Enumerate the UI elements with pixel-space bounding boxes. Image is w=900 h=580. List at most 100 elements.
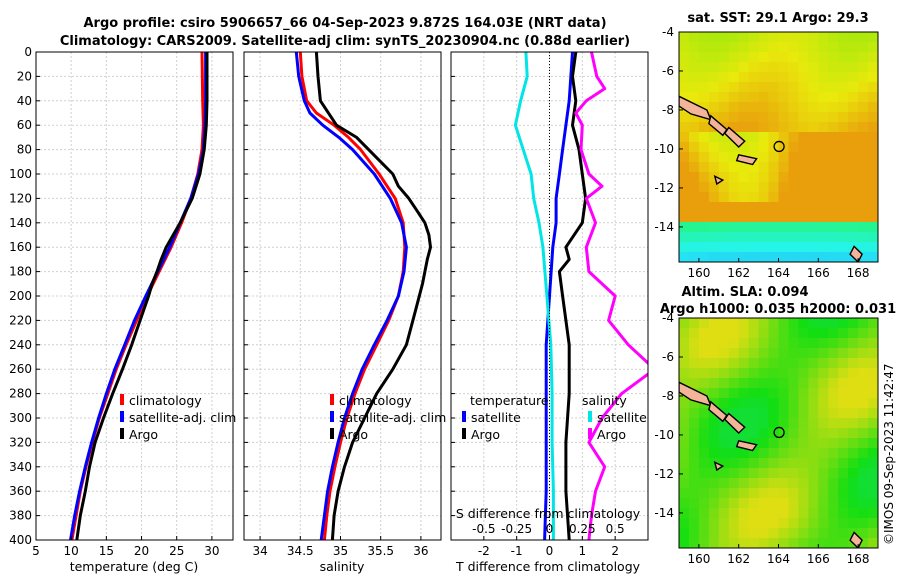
legend-title-temperature: temperature — [470, 393, 549, 408]
legend-label-argo: Argo — [339, 427, 368, 442]
map-cell — [838, 142, 849, 153]
map-cell — [868, 518, 878, 529]
map-cell — [868, 378, 878, 389]
map-cell — [868, 232, 878, 243]
map-cell — [808, 378, 819, 389]
map-y-tick-label: -14 — [654, 506, 674, 520]
map-cell — [718, 112, 730, 123]
map-cell — [689, 538, 700, 548]
map-cell — [698, 152, 710, 163]
map-cell — [858, 398, 869, 409]
map-cell — [808, 182, 819, 193]
map-cell — [689, 458, 700, 469]
map-cell — [738, 102, 750, 113]
map-cell — [708, 348, 720, 359]
x-tick-label: -1 — [511, 544, 523, 558]
map-cell — [698, 538, 710, 548]
map-cell — [848, 318, 859, 329]
map-cell — [808, 468, 819, 479]
map-cell — [808, 122, 819, 133]
map-cell — [798, 488, 809, 499]
map-cell — [738, 448, 750, 459]
map-cell — [778, 328, 789, 339]
map-cell — [858, 192, 869, 203]
map-cell — [768, 358, 779, 369]
map-cell — [758, 318, 770, 329]
map-cell — [858, 378, 869, 389]
map-cell — [718, 82, 730, 93]
map-cell — [868, 42, 878, 53]
map-cell — [798, 102, 809, 113]
map-y-tick-label: -12 — [654, 467, 674, 481]
map-cell — [748, 252, 760, 262]
map-cell — [738, 358, 750, 369]
map-cell — [828, 428, 839, 439]
map-cell — [838, 348, 849, 359]
map-cell — [838, 418, 849, 429]
map-cell — [838, 122, 849, 133]
map-cell — [728, 242, 740, 253]
map-cell — [818, 358, 829, 369]
map-cell — [868, 438, 878, 449]
map-cell — [718, 162, 730, 173]
map-y-tick-label: -6 — [662, 350, 674, 364]
map-cell — [758, 348, 770, 359]
map-cell — [758, 328, 770, 339]
map-cell — [758, 242, 770, 253]
map-cell — [818, 398, 829, 409]
map-cell — [808, 398, 819, 409]
map-cell — [698, 182, 710, 193]
map-cell — [738, 378, 750, 389]
y-tick-label: 340 — [9, 460, 32, 474]
map-cell — [718, 92, 730, 103]
map-cell — [868, 62, 878, 73]
map-cell — [778, 498, 789, 509]
map-cell — [679, 488, 690, 499]
map-cell — [858, 212, 869, 223]
map-cell — [808, 82, 819, 93]
map-cell — [838, 388, 849, 399]
map-cell — [768, 458, 779, 469]
legend-label-argo: Argo — [129, 427, 158, 442]
x-tick-label: 34 — [252, 544, 267, 558]
island-shape — [735, 439, 758, 452]
map-cell — [689, 112, 700, 123]
map-cell — [798, 478, 809, 489]
map-cell — [768, 348, 779, 359]
map-cell — [748, 448, 760, 459]
map-cell — [689, 318, 700, 329]
map-cell — [758, 528, 770, 539]
map-cell — [698, 498, 710, 509]
map-cell — [858, 438, 869, 449]
y-tick-label: 320 — [9, 435, 32, 449]
map-cell — [858, 222, 869, 233]
map-cell — [848, 42, 859, 53]
map-cell — [708, 32, 720, 43]
map-cell — [708, 378, 720, 389]
map-cell — [828, 242, 839, 253]
map-cell — [868, 358, 878, 369]
map-cell — [748, 408, 760, 419]
map-cell — [788, 448, 799, 459]
y-tick-label: 0 — [24, 45, 32, 59]
x-tick-label: 35 — [333, 544, 348, 558]
map-cell — [708, 212, 720, 223]
map-cell — [858, 52, 869, 63]
map-cell — [848, 52, 859, 63]
map-cell — [818, 518, 829, 529]
map-cell — [728, 212, 740, 223]
map-cell — [788, 162, 799, 173]
map-cell — [778, 132, 789, 143]
map-cell — [708, 368, 720, 379]
map-cell — [808, 338, 819, 349]
map-cell — [768, 418, 779, 429]
map-cell — [798, 142, 809, 153]
map-cell — [768, 232, 779, 243]
map-cell — [808, 518, 819, 529]
map-cell — [828, 62, 839, 73]
map-cell — [868, 498, 878, 509]
map-cell — [838, 252, 849, 262]
map-cell — [728, 122, 740, 133]
map-cell — [679, 428, 690, 439]
